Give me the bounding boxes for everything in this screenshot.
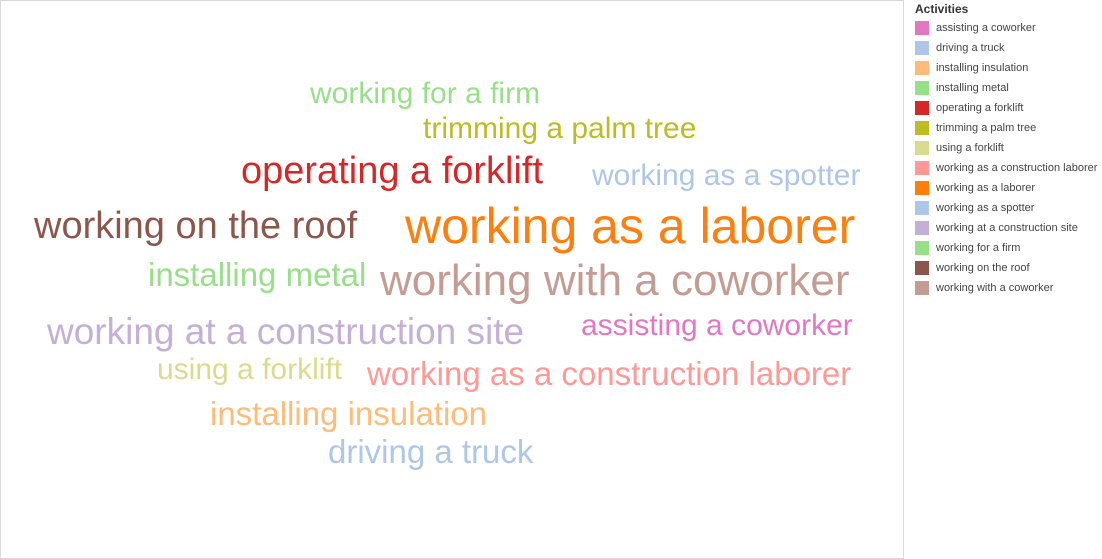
legend-title: Activities [915, 2, 969, 16]
legend-swatch [915, 101, 929, 115]
word-working-for-a-firm: working for a firm [310, 77, 541, 110]
word-working-as-a-construction-laborer: working as a construction laborer [367, 355, 852, 392]
legend-label: working for a firm [936, 242, 1021, 254]
legend-swatch [915, 161, 929, 175]
legend-label: working on the roof [936, 262, 1030, 274]
legend-items: assisting a coworker driving a truck insta… [915, 18, 1102, 298]
legend-swatch [915, 181, 929, 195]
legend-label: installing metal [936, 82, 1009, 94]
legend-label: working as a spotter [936, 202, 1035, 214]
legend-item[interactable]: working at a construction site [915, 218, 1102, 238]
legend-swatch [915, 241, 929, 255]
legend-item[interactable]: assisting a coworker [915, 18, 1102, 38]
legend-swatch [915, 21, 929, 35]
legend-item[interactable]: trimming a palm tree [915, 118, 1102, 138]
legend-label: working with a coworker [936, 282, 1054, 294]
legend-item[interactable]: installing insulation [915, 58, 1102, 78]
word-using-a-forklift: using a forklift [157, 353, 343, 386]
word-operating-a-forklift: operating a forklift [241, 150, 544, 192]
legend: Activities assisting a coworker driving a… [915, 2, 1102, 298]
legend-label: assisting a coworker [936, 22, 1036, 34]
legend-item[interactable]: working as a spotter [915, 198, 1102, 218]
legend-swatch [915, 141, 929, 155]
word-working-with-a-coworker: working with a coworker [380, 256, 850, 305]
legend-swatch [915, 221, 929, 235]
legend-swatch [915, 61, 929, 75]
legend-label: using a forklift [936, 142, 1004, 154]
legend-swatch [915, 281, 929, 295]
word-assisting-a-coworker: assisting a coworker [581, 309, 853, 342]
word-working-on-the-roof: working on the roof [34, 205, 358, 247]
word-cloud-panel: working for a firm trimming a palm tree … [0, 0, 904, 559]
legend-item[interactable]: installing metal [915, 78, 1102, 98]
legend-item[interactable]: using a forklift [915, 138, 1102, 158]
word-driving-a-truck: driving a truck [328, 433, 534, 470]
legend-label: working at a construction site [936, 222, 1078, 234]
word-installing-metal: installing metal [148, 256, 367, 293]
legend-item[interactable]: working for a firm [915, 238, 1102, 258]
legend-swatch [915, 261, 929, 275]
legend-label: working as a construction laborer [936, 162, 1098, 174]
legend-label: driving a truck [936, 42, 1005, 54]
legend-swatch [915, 41, 929, 55]
legend-label: operating a forklift [936, 102, 1024, 114]
legend-swatch [915, 81, 929, 95]
word-installing-insulation: installing insulation [210, 395, 488, 432]
legend-label: installing insulation [936, 62, 1029, 74]
legend-item[interactable]: working on the roof [915, 258, 1102, 278]
legend-item[interactable]: working as a laborer [915, 178, 1102, 198]
legend-swatch [915, 201, 929, 215]
legend-swatch [915, 121, 929, 135]
legend-item[interactable]: working with a coworker [915, 278, 1102, 298]
legend-item[interactable]: driving a truck [915, 38, 1102, 58]
word-trimming-a-palm-tree: trimming a palm tree [423, 112, 697, 145]
legend-item[interactable]: operating a forklift [915, 98, 1102, 118]
legend-label: trimming a palm tree [936, 122, 1037, 134]
word-working-as-a-spotter: working as a spotter [592, 159, 861, 192]
word-working-at-a-construction-site: working at a construction site [47, 311, 525, 352]
legend-item[interactable]: working as a construction laborer [915, 158, 1102, 178]
word-working-as-a-laborer: working as a laborer [405, 198, 856, 254]
legend-label: working as a laborer [936, 182, 1036, 194]
